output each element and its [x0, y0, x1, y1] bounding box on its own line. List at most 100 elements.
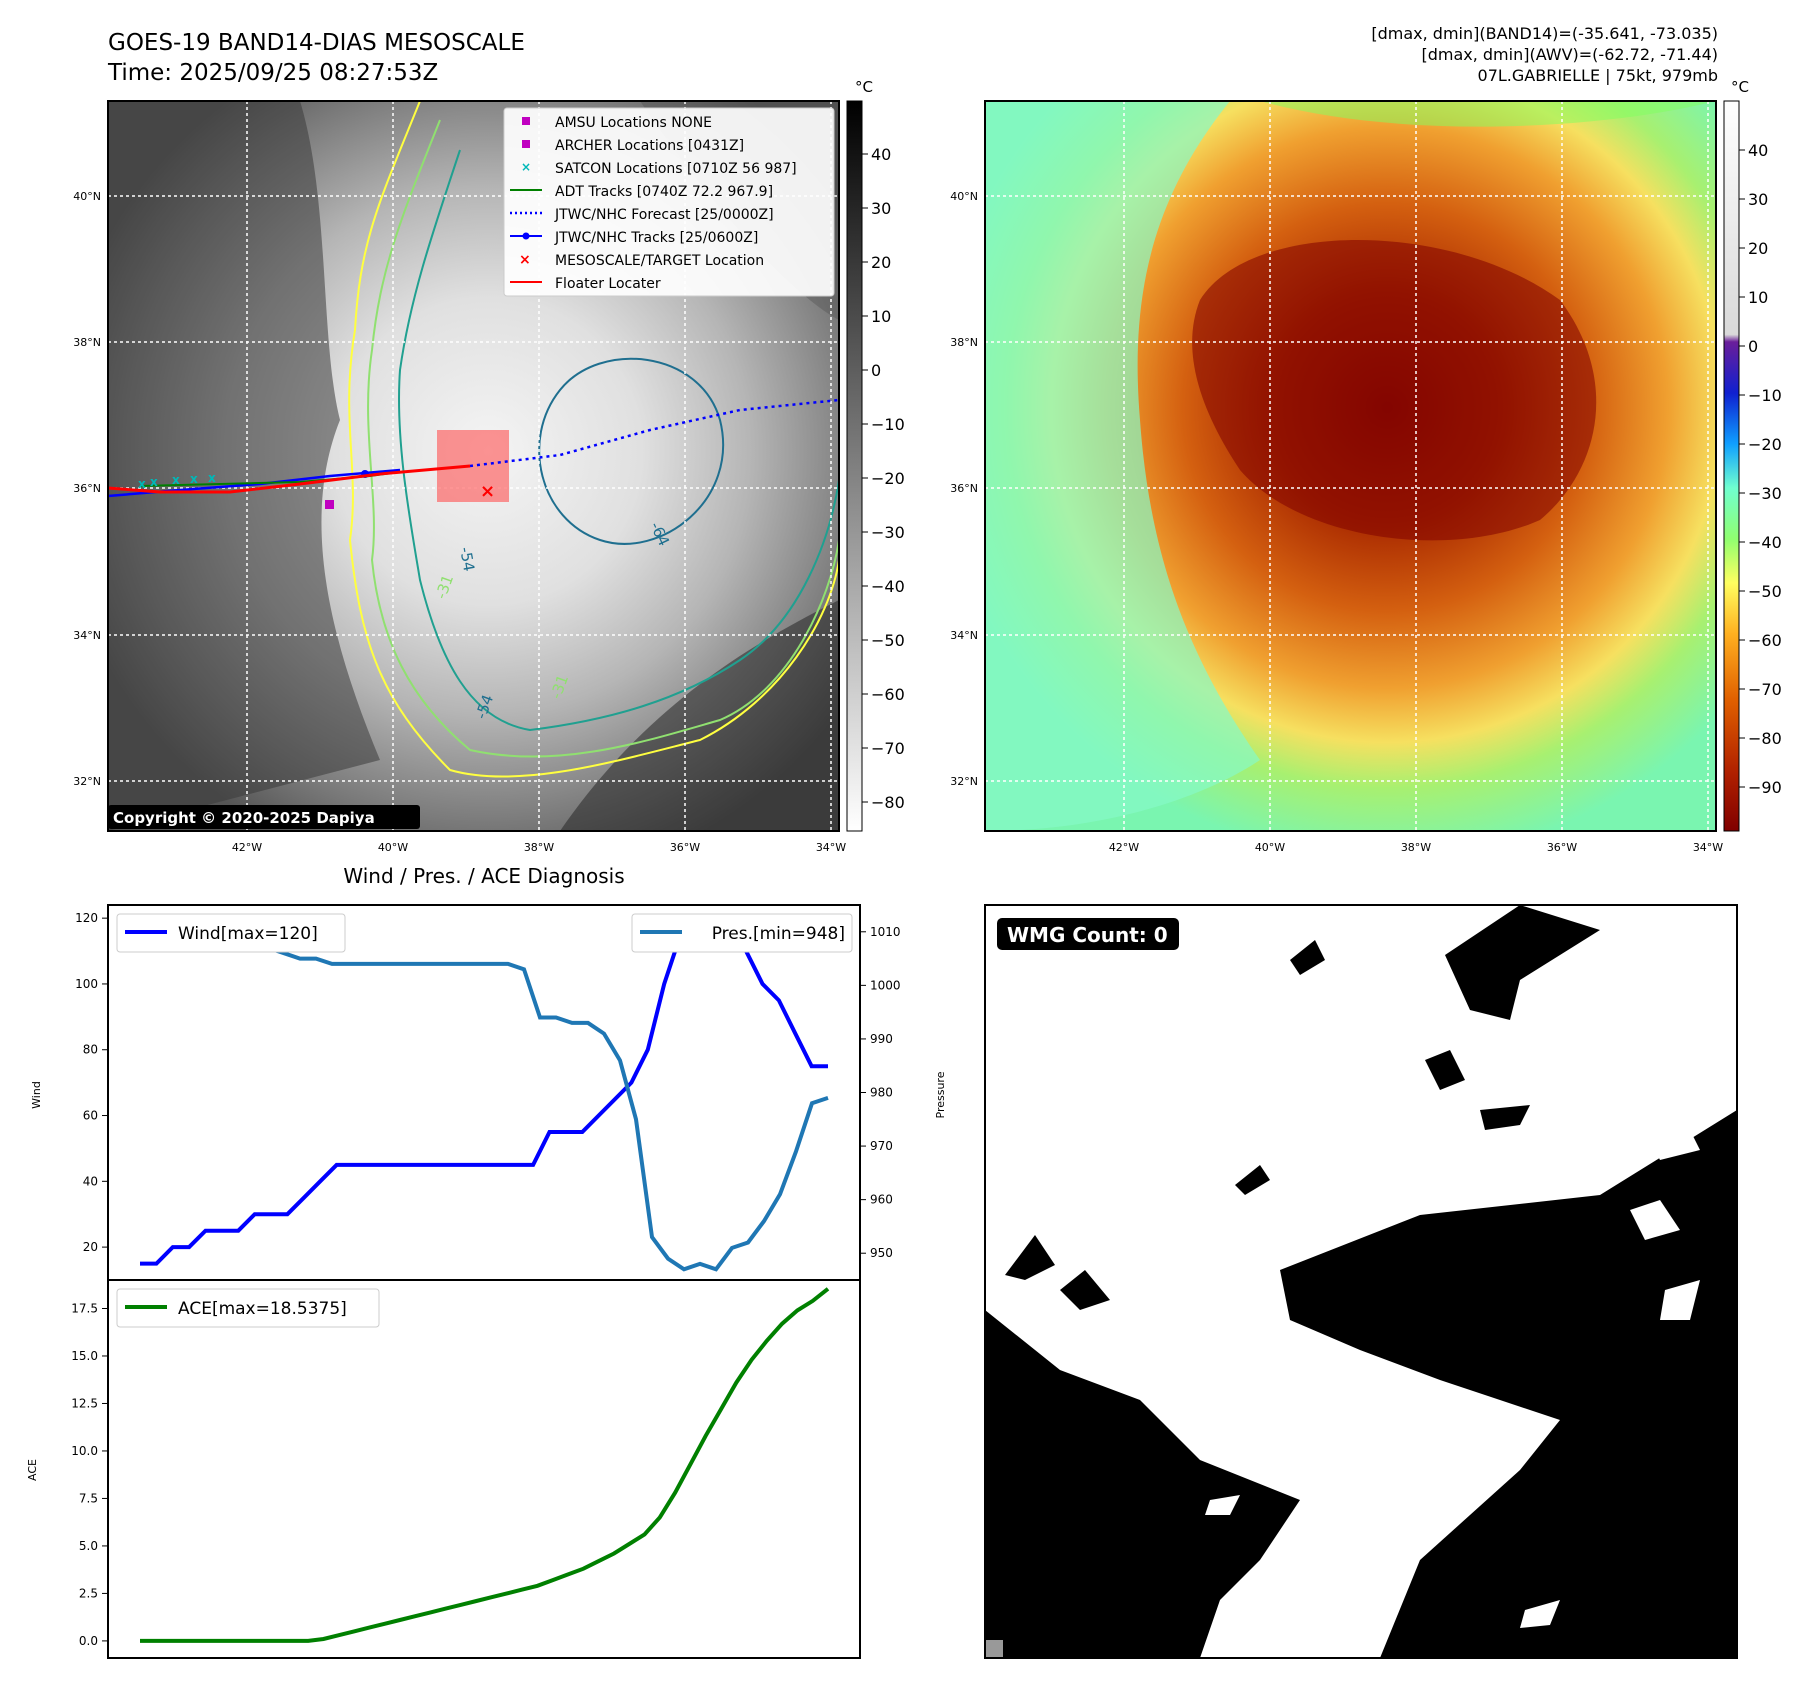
info-line-1: [dmax, dmin](BAND14)=(-35.641, -73.035): [1371, 24, 1718, 43]
wmg-mask: [985, 905, 1737, 1658]
colorbar-color-unit: °C: [1731, 78, 1749, 96]
wind-legend: Wind[max=120]: [116, 913, 346, 953]
map1-lon-42: 42°W: [232, 841, 262, 854]
copyright: Copyright © 2020-2025 Dapiya: [113, 809, 375, 827]
colorbar-color-tick: −20: [1748, 435, 1782, 454]
map2-lon-34: 34°W: [1693, 841, 1723, 854]
map2-lat-34: 34°N: [950, 629, 978, 642]
wmg-count: WMG Count: 0: [1007, 923, 1168, 947]
ace-tick-label: 2.5: [79, 1586, 98, 1600]
colorbar-color-tick: 20: [1748, 239, 1768, 258]
wind-tick-label: 80: [83, 1043, 98, 1057]
contour-inner: [538, 357, 725, 545]
pressure-tick-label: 1000: [870, 978, 901, 992]
ace-tick-label: 17.5: [71, 1301, 98, 1315]
map1-lon-ticks: 42°W 40°W 38°W 36°W 34°W: [232, 841, 846, 854]
archer-marker: [325, 500, 334, 509]
pressure-legend-label: Pres.[min=948]: [712, 924, 845, 944]
legend-item-adt: ADT Tracks [0740Z 72.2 967.9]: [555, 184, 773, 200]
map1-lon-38: 38°W: [524, 841, 554, 854]
legend-item-amsu: AMSU Locations NONE: [555, 115, 712, 131]
title-line-1: GOES-19 BAND14-DIAS MESOSCALE: [108, 30, 525, 56]
ace-tick-label: 10.0: [71, 1444, 98, 1458]
wind-tick-label: 120: [75, 911, 98, 925]
pressure-tick-label: 1010: [870, 925, 901, 939]
colorbar-grayscale-tick: −70: [871, 739, 905, 758]
map2-lat-ticks: 40°N 38°N 36°N 34°N 32°N: [950, 190, 978, 788]
title-line-2: Time: 2025/09/25 08:27:53Z: [107, 60, 438, 86]
colorbar-color-tick: −40: [1748, 533, 1782, 552]
colorbar-grayscale-tick: −30: [871, 523, 905, 542]
wmg-panel: WMG Count: 0: [984, 904, 1738, 1659]
pressure-tick-label: 960: [870, 1193, 893, 1207]
svg-text:x: x: [138, 477, 146, 491]
wind-axis-label: Wind: [30, 1081, 43, 1109]
map1-lat-38: 38°N: [73, 336, 101, 349]
contour-green: [367, 119, 840, 758]
colorbar-color-tick: −70: [1748, 680, 1782, 699]
ace-legend: ACE[max=18.5375]: [116, 1288, 380, 1328]
svg-text:x: x: [208, 471, 216, 485]
colorbar-grayscale-tick: 10: [871, 307, 891, 326]
map2-lon-ticks: 42°W 40°W 38°W 36°W 34°W: [1109, 841, 1723, 854]
pressure-tick-label: 950: [870, 1246, 893, 1260]
colorbar-color-tick: 10: [1748, 288, 1768, 307]
map2-lat-40: 40°N: [950, 190, 978, 203]
legend-item-tracks: JTWC/NHC Tracks [25/0600Z]: [554, 230, 758, 246]
diagnosis-title: Wind / Pres. / ACE Diagnosis: [343, 864, 624, 888]
map1-lat-34: 34°N: [73, 629, 101, 642]
colorbar-grayscale-unit: °C: [855, 78, 873, 96]
wind-tick-label: 40: [83, 1174, 98, 1188]
legend-item-forecast: JTWC/NHC Forecast [25/0000Z]: [554, 207, 774, 223]
ace-tick-label: 15.0: [71, 1349, 98, 1363]
forecast-track: [469, 398, 840, 468]
svg-text:×: ×: [521, 160, 531, 174]
map1-lon-34: 34°W: [816, 841, 846, 854]
pressure-tick-label: 990: [870, 1032, 893, 1046]
map2-lon-36: 36°W: [1547, 841, 1577, 854]
colorbar-grayscale-tick: −80: [871, 793, 905, 812]
svg-text:×: ×: [519, 252, 531, 268]
map2-grid: [985, 101, 1716, 831]
info-line-3: 07L.GABRIELLE | 75kt, 979mb: [1478, 66, 1718, 85]
colorbar-color-tick: 30: [1748, 190, 1768, 209]
svg-text:x: x: [172, 473, 180, 487]
map1-lat-40: 40°N: [73, 190, 101, 203]
ace-legend-label: ACE[max=18.5375]: [178, 1299, 347, 1319]
colorbar-grayscale-tick: −50: [871, 631, 905, 650]
wind-tick-label: 60: [83, 1109, 98, 1123]
colorbar-grayscale: °C 40 30 20 10 0 −10 −20 −30 −40 −50 −60 −70 −80: [846, 78, 905, 832]
map1-lat-36: 36°N: [73, 482, 101, 495]
ace-chart: 0.0 2.5 5.0 7.5 10.0 12.5 15.0 17.5 ACE ACE[max…: [26, 1279, 861, 1659]
map1-lat-ticks: 40°N 38°N 36°N 34°N 32°N: [73, 190, 101, 788]
target-marker: ×: [480, 481, 495, 502]
legend-item-satcon: SATCON Locations [0710Z 56 987]: [555, 161, 797, 177]
ace-axis-label: ACE: [26, 1459, 39, 1481]
colorbar-color-tick: 40: [1748, 141, 1768, 160]
colorbar-color: °C 40 30 20 10 0 −10 −20 −30 −40 −50 −60 −70 −80 −90: [1723, 78, 1782, 832]
legend-item-archer: ARCHER Locations [0431Z]: [555, 138, 744, 154]
colorbar-grayscale-tick: −10: [871, 415, 905, 434]
colorbar-color-tick: −10: [1748, 386, 1782, 405]
wmg-holes: [1205, 1110, 1700, 1628]
wind-pressure-chart: 20 40 60 80 100 120 950 960 970 980 990 1000 1010 W…: [30, 904, 947, 1281]
colorbar-color-tick: −60: [1748, 631, 1782, 650]
ace-tick-label: 7.5: [79, 1491, 98, 1505]
contour-label-2: -54: [456, 546, 478, 573]
contour-teal: [398, 149, 840, 732]
wind-tick-label: 100: [75, 977, 98, 991]
legend-item-floater: Floater Locater: [555, 276, 661, 292]
map2-lat-32: 32°N: [950, 775, 978, 788]
colorbar-grayscale-tick: −60: [871, 685, 905, 704]
colorbar-grayscale-tick: −40: [871, 577, 905, 596]
colorbar-grayscale-tick: 30: [871, 199, 891, 218]
map1-lat-32: 32°N: [73, 775, 101, 788]
colorbar-grayscale-tick: −20: [871, 469, 905, 488]
colorbar-color-tick: −90: [1748, 778, 1782, 797]
colorbar-grayscale-tick: 40: [871, 145, 891, 164]
svg-text:x: x: [150, 475, 158, 489]
legend-item-target: MESOSCALE/TARGET Location: [555, 253, 764, 269]
pressure-legend: Pres.[min=948]: [631, 913, 853, 953]
